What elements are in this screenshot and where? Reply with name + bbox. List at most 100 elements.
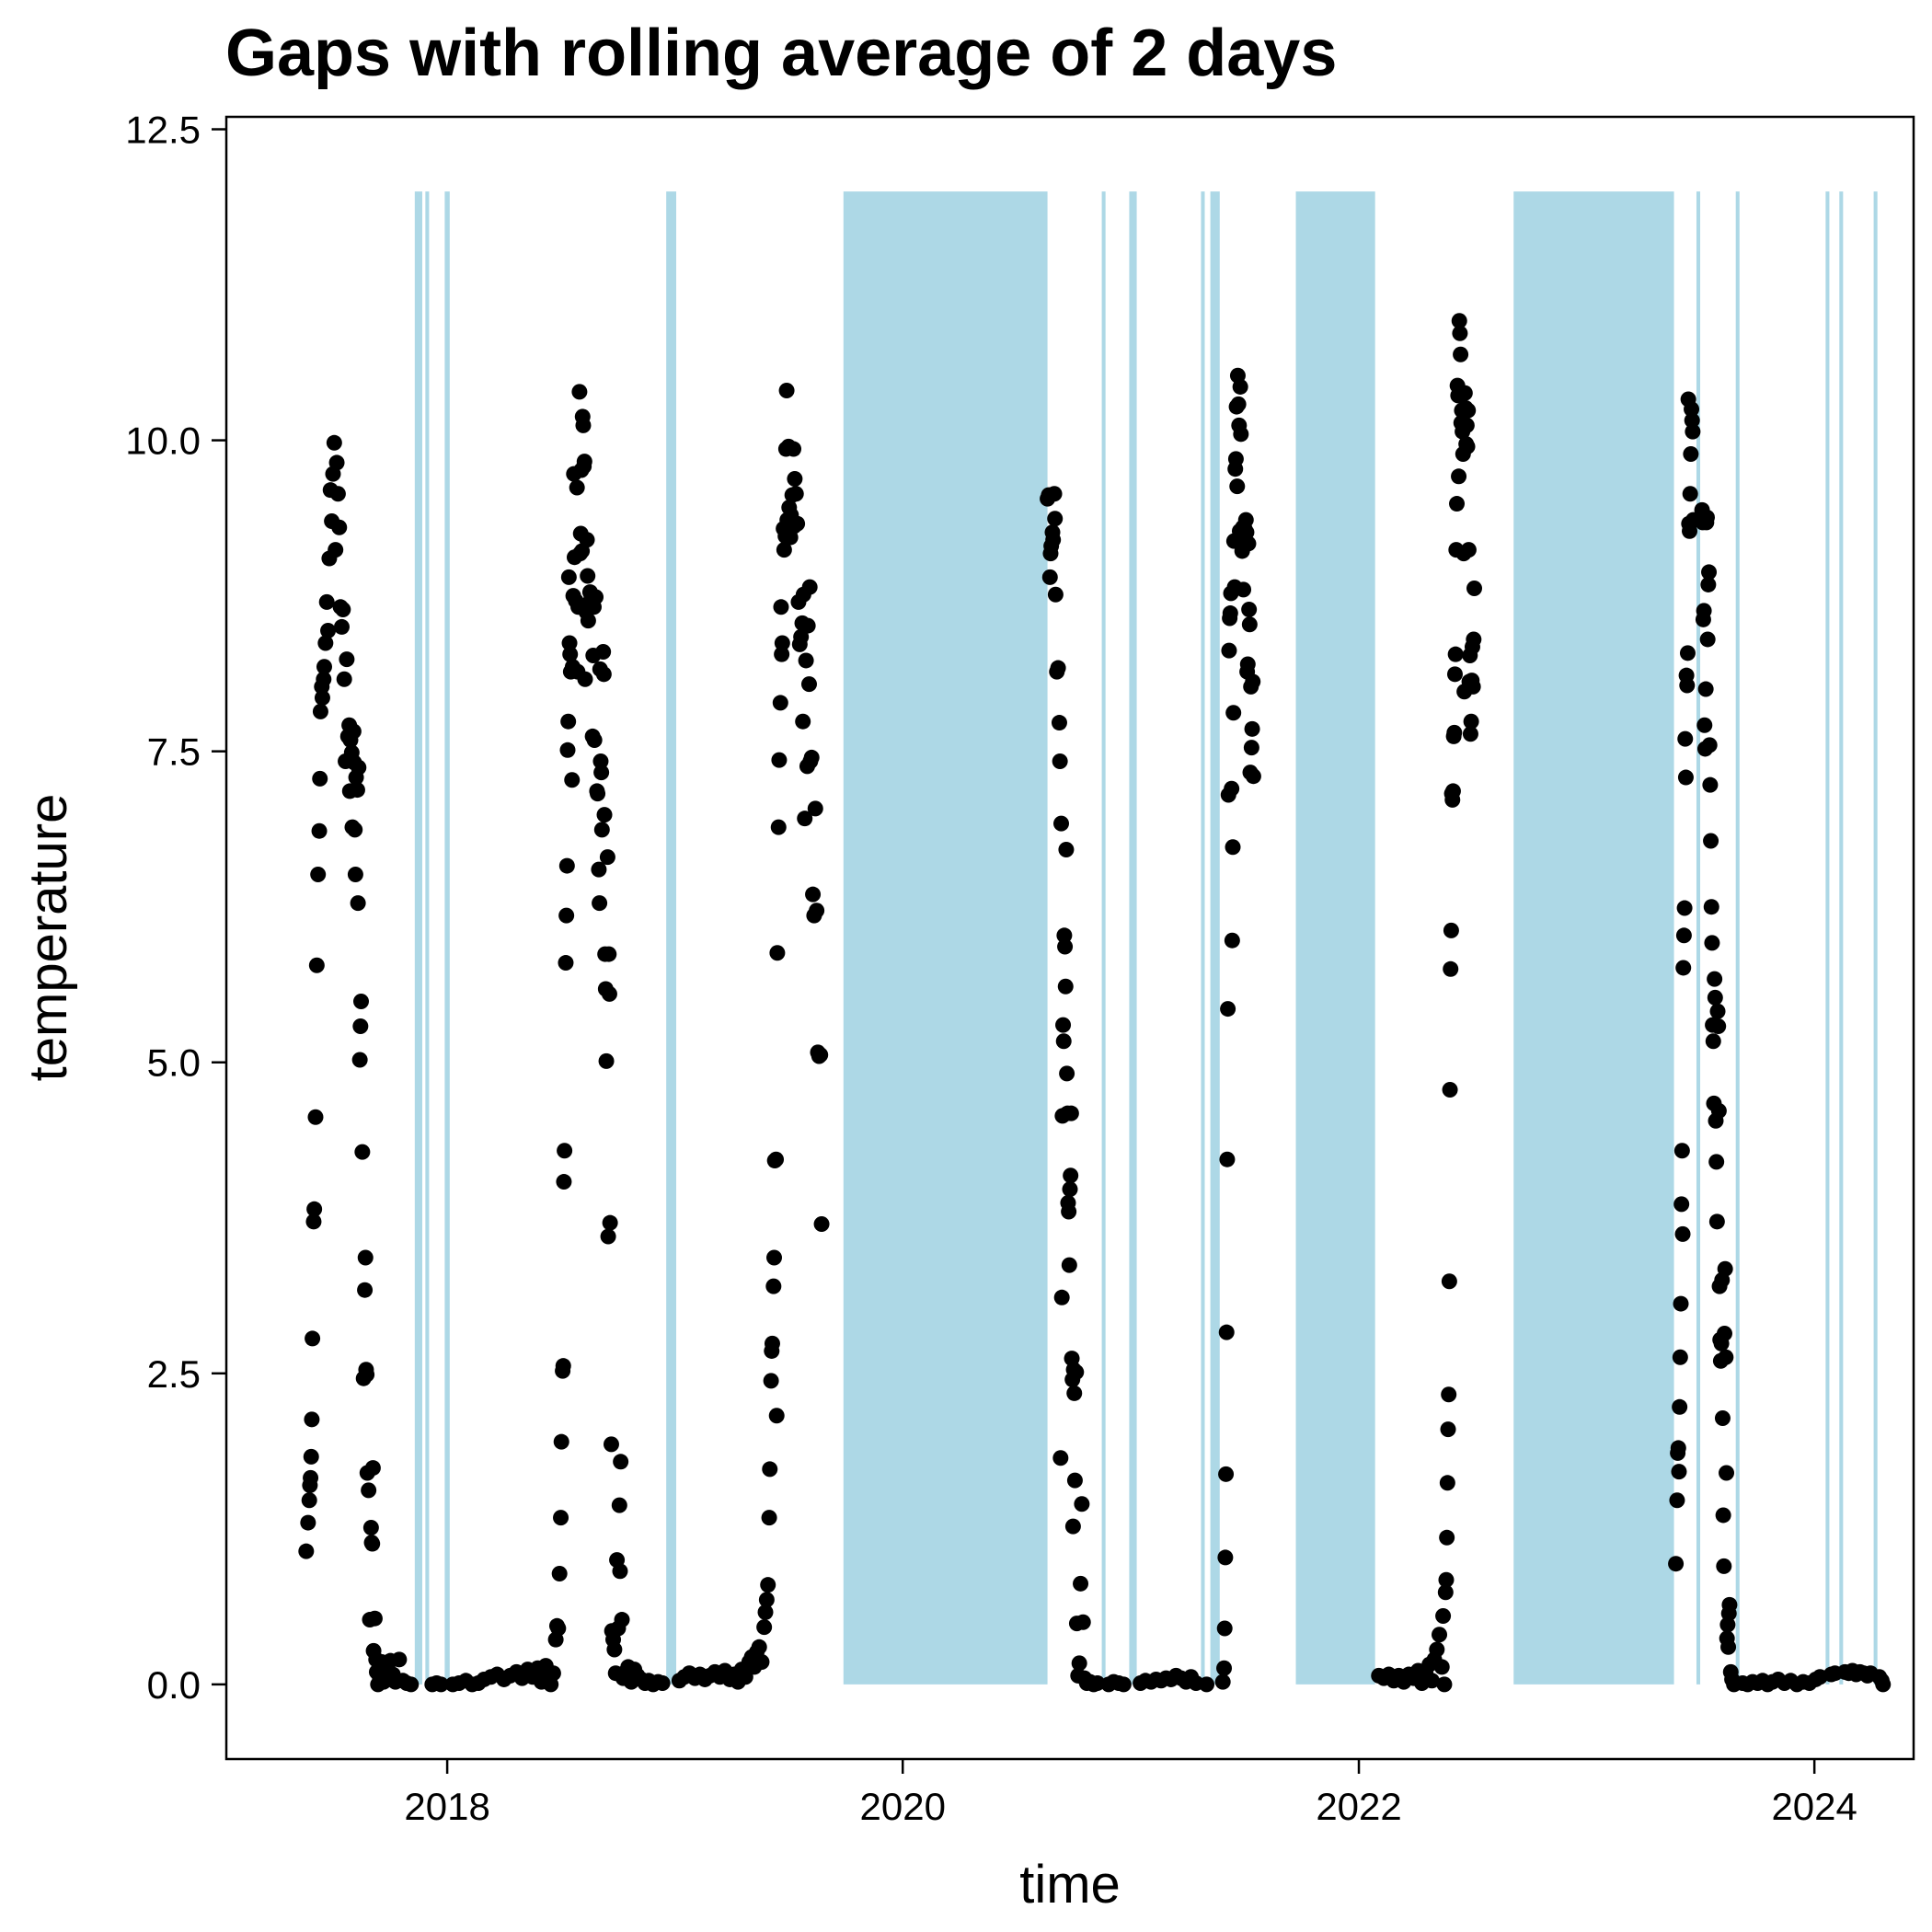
- data-point: [801, 579, 818, 595]
- data-point: [762, 1461, 778, 1478]
- data-point: [765, 1278, 782, 1294]
- data-point: [580, 613, 596, 629]
- data-point: [357, 1282, 374, 1298]
- data-point: [1236, 581, 1252, 598]
- data-point: [1055, 1017, 1072, 1033]
- data-point: [558, 907, 575, 924]
- data-point: [562, 646, 579, 662]
- data-point: [1057, 938, 1074, 955]
- data-point: [593, 765, 610, 781]
- x-axis-label: time: [1019, 1855, 1121, 1915]
- data-point: [1071, 1655, 1087, 1672]
- data-point: [1074, 1496, 1090, 1512]
- data-point: [1462, 726, 1478, 742]
- data-point: [1423, 1673, 1440, 1689]
- data-point: [316, 671, 332, 687]
- y-tick-label: 5.0: [147, 1041, 201, 1085]
- data-point: [1056, 927, 1073, 944]
- y-tick-label: 10.0: [125, 420, 201, 463]
- data-point: [308, 957, 325, 973]
- data-point: [1432, 1627, 1448, 1643]
- data-point: [351, 1052, 368, 1068]
- data-point: [1446, 724, 1463, 741]
- data-point: [545, 1665, 561, 1682]
- data-point: [1057, 978, 1074, 995]
- data-point: [575, 417, 592, 433]
- y-tick-label: 7.5: [147, 730, 201, 774]
- data-point: [1456, 385, 1473, 401]
- data-point: [1073, 1575, 1089, 1592]
- data-point: [772, 695, 788, 711]
- data-point: [1670, 1440, 1686, 1456]
- data-point: [1458, 417, 1475, 433]
- data-point: [333, 618, 350, 635]
- data-point: [1460, 542, 1477, 558]
- data-point: [559, 742, 576, 758]
- data-point: [812, 1047, 829, 1064]
- data-point: [560, 713, 577, 730]
- plot-frame: [224, 115, 1915, 1761]
- data-point: [797, 811, 813, 827]
- data-point: [1716, 1558, 1732, 1574]
- data-point: [1708, 1213, 1725, 1230]
- data-point: [336, 671, 352, 687]
- data-point: [364, 1460, 381, 1477]
- data-point: [774, 646, 790, 662]
- data-point: [1241, 602, 1258, 617]
- data-point: [1437, 1584, 1454, 1601]
- x-tick-label: 2018: [404, 1785, 489, 1828]
- data-point: [592, 753, 609, 769]
- data-point: [1063, 1167, 1079, 1184]
- data-point: [1703, 899, 1719, 915]
- data-point: [564, 772, 581, 788]
- data-point: [1702, 776, 1719, 793]
- data-point: [1243, 740, 1259, 756]
- data-point: [614, 1612, 630, 1628]
- data-point: [803, 749, 820, 765]
- data-point: [326, 434, 342, 451]
- data-point: [561, 635, 578, 651]
- data-point: [1679, 645, 1696, 661]
- data-point: [558, 955, 574, 972]
- data-point: [1451, 468, 1467, 485]
- data-point: [357, 1249, 374, 1266]
- data-point: [1058, 841, 1075, 857]
- data-point: [1066, 1472, 1083, 1489]
- data-point: [1679, 677, 1696, 694]
- data-point: [1717, 1260, 1733, 1277]
- data-point: [786, 441, 802, 457]
- data-point: [1233, 426, 1249, 443]
- data-point: [1715, 1507, 1731, 1524]
- data-point: [1447, 646, 1464, 662]
- data-point: [560, 569, 577, 585]
- data-point: [756, 1619, 773, 1636]
- data-point: [1705, 1033, 1721, 1050]
- data-point: [1053, 815, 1070, 832]
- data-point: [1045, 532, 1062, 548]
- data-point: [1435, 1607, 1452, 1624]
- data-point: [1696, 603, 1712, 619]
- gap-band-10: [1513, 191, 1674, 1685]
- data-point: [1241, 616, 1258, 633]
- data-point: [1677, 769, 1694, 786]
- data-point: [347, 822, 363, 838]
- data-point: [798, 652, 814, 669]
- data-point: [1685, 423, 1701, 440]
- data-point: [1703, 833, 1719, 849]
- data-point: [753, 1654, 770, 1671]
- data-point: [553, 1510, 569, 1526]
- gap-band-2: [444, 191, 450, 1685]
- data-point: [778, 383, 795, 398]
- gap-band-6: [1129, 191, 1137, 1685]
- data-point: [353, 993, 370, 1009]
- data-point: [1675, 927, 1692, 944]
- data-point: [1227, 451, 1244, 467]
- data-point: [1245, 768, 1261, 785]
- data-point: [1041, 569, 1058, 585]
- data-point: [1669, 1492, 1685, 1509]
- x-tick-label: 2022: [1316, 1785, 1401, 1828]
- data-point: [328, 542, 344, 558]
- data-point: [1115, 1676, 1132, 1693]
- data-point: [298, 1543, 315, 1559]
- data-point: [1052, 1450, 1069, 1466]
